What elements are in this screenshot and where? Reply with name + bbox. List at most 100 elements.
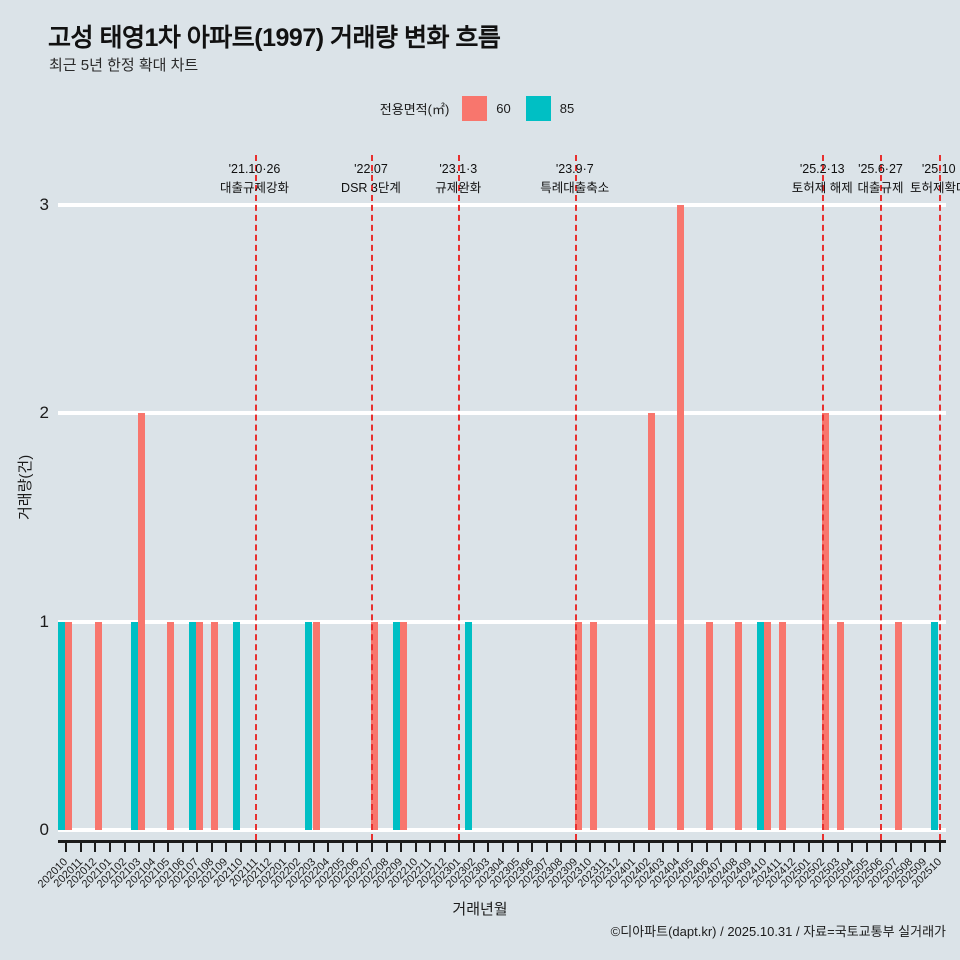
x-tick (196, 843, 199, 852)
bar[interactable] (676, 205, 684, 830)
y-tick-label: 0 (39, 820, 49, 839)
bar[interactable] (647, 413, 655, 830)
x-tick (443, 843, 446, 852)
event-text: 대출규제강화 (220, 181, 290, 196)
bar[interactable] (837, 621, 845, 830)
x-tick (239, 843, 242, 852)
y-tick-label: 3 (39, 195, 49, 214)
x-tick (691, 843, 694, 852)
x-tick (400, 843, 403, 852)
bar[interactable] (196, 621, 204, 830)
page-title: 고성 태영1차 아파트(1997) 거래량 변화 흐름 (48, 24, 501, 52)
event-text: 토허제확대 (909, 181, 960, 196)
bar[interactable] (138, 413, 146, 830)
x-tick (880, 843, 883, 852)
x-tick (356, 843, 359, 852)
x-tick (531, 843, 534, 852)
bar[interactable] (65, 621, 73, 830)
bar[interactable] (392, 621, 400, 830)
x-tick (429, 843, 432, 852)
bar[interactable] (574, 621, 582, 830)
x-tick (487, 843, 490, 852)
gridline (58, 411, 946, 416)
event-line (822, 155, 825, 840)
bar[interactable] (57, 621, 65, 830)
bar[interactable] (400, 621, 408, 830)
gridline (58, 619, 946, 624)
x-tick (502, 843, 504, 852)
bar[interactable] (94, 621, 102, 830)
bar[interactable] (130, 621, 138, 830)
event-date: '22.07 (354, 162, 388, 176)
bar[interactable] (764, 621, 772, 830)
x-tick (705, 843, 708, 852)
x-tick (895, 843, 898, 852)
bar[interactable] (188, 621, 196, 830)
x-tick (94, 843, 97, 852)
x-tick (603, 843, 606, 852)
x-tick (138, 843, 141, 852)
x-tick (793, 843, 796, 852)
x-tick (298, 843, 301, 852)
y-tick-label: 2 (39, 403, 49, 423)
x-tick (560, 843, 563, 852)
event-text: 대출규제 (857, 181, 904, 196)
x-tick (123, 843, 126, 852)
x-tick (370, 843, 373, 852)
event-label: '25.2·13 토허제 해제 (792, 160, 853, 199)
x-tick (385, 843, 388, 852)
bar[interactable] (371, 621, 379, 830)
x-tick (225, 843, 228, 852)
gridline (58, 203, 946, 207)
x-tick (210, 843, 213, 852)
x-tick (909, 843, 912, 852)
legend-swatch-60[interactable] (462, 96, 488, 121)
bar[interactable] (735, 621, 743, 830)
bar[interactable] (167, 621, 175, 830)
bar[interactable] (465, 621, 473, 830)
x-tick (851, 843, 854, 852)
x-tick (720, 843, 723, 852)
bar[interactable] (706, 621, 713, 830)
bar[interactable] (778, 621, 786, 830)
event-line (880, 155, 883, 840)
x-tick (574, 843, 577, 852)
event-label: '22.07 DSR 3단계 (341, 160, 401, 199)
x-tick (327, 843, 330, 852)
event-line (370, 155, 373, 840)
x-tick (545, 843, 548, 852)
x-axis-title: 거래년월 (452, 901, 508, 918)
legend-swatch-85[interactable] (525, 96, 551, 121)
legend: 전용면적(㎡) 60 85 (0, 96, 960, 121)
event-line (458, 155, 461, 840)
event-date: '25.10 (921, 162, 956, 176)
x-tick (807, 843, 810, 852)
event-label: '25.10 토허제확대 (910, 160, 960, 199)
event-text: 특례대출축소 (540, 181, 610, 196)
x-tick (865, 843, 868, 852)
bar[interactable] (895, 621, 903, 830)
bar[interactable] (931, 621, 939, 830)
x-tick (516, 843, 519, 852)
event-text: 토허제 해제 (791, 181, 853, 196)
event-date: '23.9·7 (555, 162, 594, 176)
event-date: '25.6·27 (858, 162, 903, 176)
x-tick (79, 843, 82, 852)
event-label: '21.10·26 대출규제강화 (220, 160, 289, 199)
chart-subtitle: 최근 5년 한정 확대 차트 (49, 57, 199, 74)
x-tick (822, 843, 825, 852)
bar[interactable] (232, 621, 240, 830)
bar[interactable] (305, 621, 313, 830)
bar[interactable] (211, 621, 219, 830)
event-label: '23.1·3 규제완화 (435, 160, 481, 199)
x-tick (924, 843, 927, 852)
legend-label-60: 60 (496, 101, 511, 116)
bar[interactable] (312, 621, 320, 830)
event-date: '23.1·3 (439, 162, 478, 176)
bar[interactable] (589, 621, 597, 830)
x-tick (181, 843, 184, 852)
x-axis: 202010 202011 202012 202101 202102 202103 2021… (36, 840, 946, 890)
event-text: 규제완화 (435, 181, 482, 196)
bar[interactable] (756, 621, 764, 830)
bar[interactable] (822, 413, 830, 830)
